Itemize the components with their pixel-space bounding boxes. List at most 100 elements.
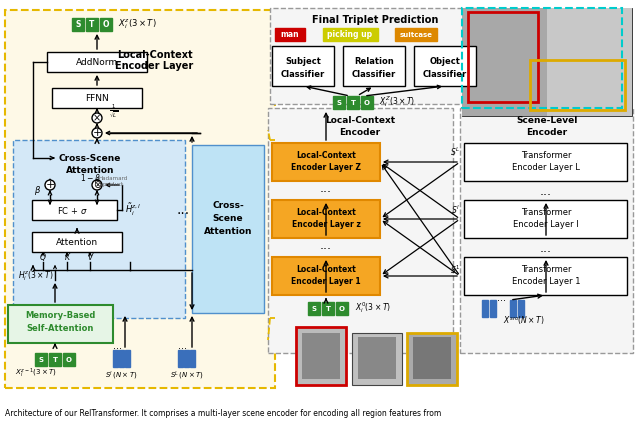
Text: Encoder Layer l: Encoder Layer l: [513, 220, 579, 228]
Text: Object: Object: [429, 57, 460, 66]
Bar: [407, 333, 457, 385]
Text: man: man: [281, 30, 300, 39]
Text: $\tilde{H}_i^{z,l}$: $\tilde{H}_i^{z,l}$: [125, 202, 141, 218]
Text: Final Triplet Prediction: Final Triplet Prediction: [312, 15, 438, 25]
Circle shape: [92, 180, 102, 190]
Text: FC + $\sigma$: FC + $\sigma$: [57, 204, 87, 215]
Bar: [464, 200, 627, 238]
Text: T: T: [351, 99, 355, 105]
Text: ...: ...: [178, 341, 187, 351]
Bar: [192, 145, 264, 313]
Text: O: O: [103, 20, 109, 29]
Bar: [49, 353, 61, 366]
Text: Cross-: Cross-: [212, 201, 244, 209]
Bar: [275, 28, 305, 41]
Text: V: V: [88, 253, 93, 261]
Text: Classifier: Classifier: [352, 69, 396, 79]
Text: Local-Context: Local-Context: [325, 115, 395, 124]
Text: ⊗: ⊗: [93, 180, 101, 190]
Bar: [352, 333, 402, 385]
Bar: [72, 18, 84, 31]
Bar: [308, 302, 320, 315]
Bar: [272, 200, 380, 238]
Text: Architecture of our RelTransformer. It comprises a multi-layer scene encoder for: Architecture of our RelTransformer. It c…: [5, 409, 441, 418]
Text: Subject: Subject: [285, 57, 321, 66]
Text: $S^L\,(N\times T)$: $S^L\,(N\times T)$: [170, 370, 204, 382]
Bar: [113, 350, 118, 367]
Bar: [268, 108, 453, 353]
Text: Encoder Layer 1: Encoder Layer 1: [291, 277, 361, 286]
Text: $S^l\,(N\times T)$: $S^l\,(N\times T)$: [105, 370, 138, 382]
Bar: [119, 350, 124, 367]
Text: $S^L$: $S^L$: [450, 146, 460, 158]
Text: Classifier: Classifier: [281, 69, 325, 79]
Text: T: T: [90, 20, 95, 29]
Text: S: S: [312, 305, 317, 311]
Text: Encoder Layer L: Encoder Layer L: [512, 162, 580, 171]
Text: Q: Q: [40, 253, 46, 261]
Bar: [343, 46, 405, 86]
Bar: [63, 353, 75, 366]
Text: $\frac{1}{\sqrt{L}}$: $\frac{1}{\sqrt{L}}$: [109, 102, 118, 120]
Circle shape: [92, 113, 102, 123]
Text: S: S: [38, 357, 44, 363]
Text: Memory-Based: Memory-Based: [25, 310, 95, 319]
Text: O: O: [364, 99, 370, 105]
Text: Local-Context: Local-Context: [296, 151, 356, 159]
Text: O: O: [339, 305, 345, 311]
Bar: [460, 108, 633, 353]
Bar: [178, 350, 183, 367]
Bar: [302, 333, 340, 379]
Text: Transformer: Transformer: [521, 208, 572, 217]
Text: ...: ...: [540, 184, 552, 198]
Bar: [347, 96, 359, 109]
Text: K: K: [65, 253, 70, 261]
Text: $S^l$: $S^l$: [451, 204, 460, 216]
Text: T: T: [52, 357, 58, 363]
Text: Relation: Relation: [354, 57, 394, 66]
Bar: [32, 200, 117, 220]
Text: Encoder: Encoder: [527, 127, 568, 137]
Text: Hadamard: Hadamard: [99, 176, 127, 181]
Text: ...: ...: [113, 341, 122, 351]
Text: Local-Context: Local-Context: [296, 208, 356, 217]
Text: Self-Attention: Self-Attention: [26, 324, 93, 332]
Text: Classifier: Classifier: [423, 69, 467, 79]
Text: T: T: [326, 305, 330, 311]
Text: S: S: [337, 99, 342, 105]
Bar: [413, 337, 451, 379]
Text: $X_i^0(3\times T)$: $X_i^0(3\times T)$: [355, 301, 391, 316]
Text: ...: ...: [540, 242, 552, 255]
Text: Encoder: Encoder: [339, 127, 381, 137]
Bar: [125, 350, 130, 367]
Circle shape: [45, 180, 55, 190]
Text: $X_i^Z(3\times T)$: $X_i^Z(3\times T)$: [379, 95, 415, 110]
Bar: [462, 8, 547, 116]
Bar: [336, 302, 348, 315]
Text: $S^1$: $S^1$: [449, 264, 460, 276]
Bar: [462, 8, 632, 116]
Bar: [482, 300, 488, 317]
Text: $X_i^{z-1}(3\times T)$: $X_i^{z-1}(3\times T)$: [15, 366, 57, 380]
Bar: [361, 96, 373, 109]
Text: Transformer: Transformer: [521, 264, 572, 274]
Bar: [272, 46, 334, 86]
Text: $X_i^z(3\times T)$: $X_i^z(3\times T)$: [118, 17, 157, 31]
Text: Scene: Scene: [212, 214, 243, 222]
Text: β: β: [35, 186, 40, 195]
Text: suitcase: suitcase: [399, 31, 433, 38]
Circle shape: [92, 128, 102, 138]
Bar: [468, 12, 538, 102]
Bar: [32, 232, 122, 252]
Text: ...: ...: [320, 239, 332, 252]
Text: S: S: [76, 20, 81, 29]
Text: Local-Context: Local-Context: [296, 264, 356, 274]
Text: ×: ×: [93, 113, 101, 123]
Text: picking up: picking up: [328, 30, 372, 39]
Text: Local-Context: Local-Context: [117, 50, 193, 60]
Text: $1-\beta$: $1-\beta$: [80, 171, 101, 184]
Bar: [100, 18, 112, 31]
Text: $X^{sro}(N\times T)$: $X^{sro}(N\times T)$: [503, 315, 545, 327]
Text: Attention: Attention: [204, 226, 252, 236]
Text: $H_i^z(3\times T)$: $H_i^z(3\times T)$: [18, 269, 54, 283]
